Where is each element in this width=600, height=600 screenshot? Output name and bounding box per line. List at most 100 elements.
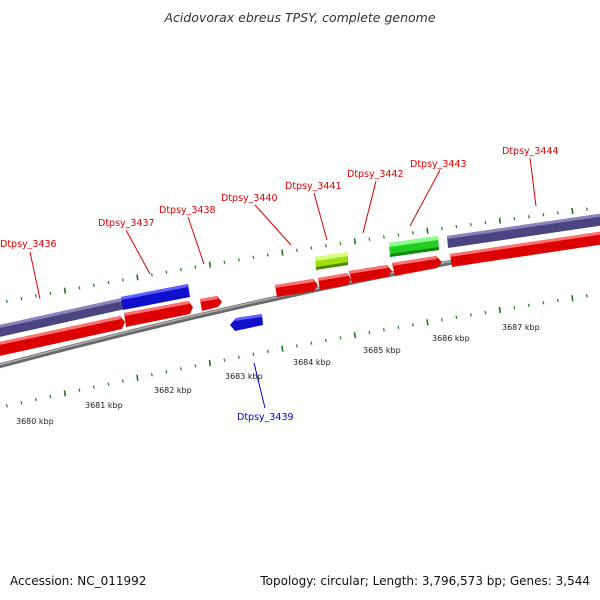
outer-tick xyxy=(339,336,342,340)
outer-tick xyxy=(107,382,110,386)
callout-leader-line xyxy=(254,204,292,246)
outer-tick xyxy=(281,345,284,352)
accession-text: Accession: NC_011992 xyxy=(10,574,147,588)
inner-tick xyxy=(34,294,37,298)
outer-tick xyxy=(571,295,574,302)
outer-tick xyxy=(92,385,95,389)
outer-tick xyxy=(194,364,197,368)
cds-forward-2 xyxy=(124,301,193,327)
inner-tick xyxy=(556,211,559,215)
scale-label: 3687 kbp xyxy=(502,323,540,332)
scale-label: 3682 kbp xyxy=(154,386,192,395)
gene-bar-left xyxy=(0,298,125,337)
outer-tick xyxy=(63,390,67,397)
inner-tick xyxy=(484,220,487,225)
cds-reverse-3437 xyxy=(121,284,190,310)
inner-tick xyxy=(266,253,269,257)
inner-tick xyxy=(92,283,95,287)
outer-tick-row xyxy=(5,294,588,408)
cds-forward-3441 xyxy=(318,273,351,290)
outer-tick xyxy=(585,294,588,298)
cds-forward-3438 xyxy=(200,296,222,311)
outer-tick xyxy=(556,298,559,303)
callout-leader-line xyxy=(125,229,151,275)
callout-leader-line xyxy=(253,362,266,409)
cds-reverse-3439 xyxy=(230,314,263,331)
outer-tick xyxy=(353,332,357,339)
inner-tick xyxy=(237,258,240,262)
inner-tick xyxy=(78,286,81,290)
outer-tick xyxy=(34,397,37,402)
inner-tick xyxy=(252,255,255,260)
cds-forward-3440 xyxy=(275,279,318,297)
inner-tick xyxy=(295,248,298,252)
callout-leader-line xyxy=(529,157,537,207)
cds-forward-1 xyxy=(0,316,125,356)
inner-tick xyxy=(527,215,530,219)
inner-tick xyxy=(513,217,516,221)
inner-tick xyxy=(136,274,139,281)
genome-summary-text: Topology: circular; Length: 3,796,573 bp… xyxy=(260,574,590,588)
inner-tick xyxy=(411,231,414,235)
cds-yellow-3441 xyxy=(315,252,348,270)
inner-tick xyxy=(339,241,342,246)
outer-tick xyxy=(223,358,226,362)
outer-tick xyxy=(5,404,8,408)
gene-callouts: Dtpsy_3436 Dtpsy_3437 Dtpsy_3438 Dtpsy_3439… xyxy=(0,146,559,423)
outer-tick xyxy=(179,367,182,371)
outer-tick xyxy=(49,394,52,399)
outer-tick xyxy=(469,313,472,317)
outer-tick xyxy=(266,349,269,354)
inner-tick xyxy=(455,224,458,229)
scale-label: 3681 kbp xyxy=(85,401,123,410)
callout-leader-line xyxy=(362,180,377,234)
callout-leader-line xyxy=(187,216,205,265)
inner-tick xyxy=(542,213,545,217)
scale-label: 3685 kbp xyxy=(363,346,401,355)
outer-tick xyxy=(411,323,414,327)
inner-tick xyxy=(223,260,226,264)
inner-tick xyxy=(179,268,182,272)
inner-tick xyxy=(397,233,400,237)
outer-tick xyxy=(78,388,81,392)
outer-tick xyxy=(542,301,545,305)
gene-label: Dtpsy_3443 xyxy=(410,159,467,170)
outer-tick xyxy=(150,373,153,377)
outer-tick xyxy=(513,305,516,310)
inner-tick xyxy=(353,238,357,245)
inner-tick xyxy=(368,237,371,241)
outer-tick xyxy=(426,319,429,326)
outer-tick xyxy=(208,359,212,367)
callout-leader-line xyxy=(409,169,441,227)
outer-tick xyxy=(165,370,168,374)
inner-tick xyxy=(426,227,429,234)
outer-tick xyxy=(295,344,298,348)
inner-tick xyxy=(440,226,443,231)
cds-forward-3444 xyxy=(450,231,600,267)
inner-tick xyxy=(281,249,284,256)
inner-tick xyxy=(208,261,212,268)
cds-green-3443 xyxy=(389,236,439,257)
outer-tick xyxy=(368,330,371,335)
outer-tick xyxy=(397,325,400,330)
inner-tick xyxy=(121,278,124,282)
outer-tick xyxy=(484,310,487,315)
inner-tick xyxy=(107,280,110,285)
inner-tick xyxy=(382,235,385,239)
gene-label: Dtpsy_3440 xyxy=(221,193,278,204)
gene-label: Dtpsy_3436 xyxy=(0,239,57,250)
scale-label: 3680 kbp xyxy=(16,417,54,426)
inner-tick xyxy=(585,207,588,211)
callout-leader-line xyxy=(313,192,328,241)
gene-label: Dtpsy_3439 xyxy=(237,412,294,423)
map-title: Acidovorax ebreus TPSY, complete genome xyxy=(164,10,436,25)
scale-label: 3686 kbp xyxy=(432,334,470,343)
outer-tick xyxy=(20,401,23,405)
inner-tick xyxy=(324,244,327,248)
scale-label: 3683 kbp xyxy=(225,372,263,381)
outer-tick xyxy=(310,341,313,345)
inner-tick xyxy=(165,270,168,274)
outer-tick xyxy=(136,374,139,382)
cds-forward-3443 xyxy=(392,256,442,276)
